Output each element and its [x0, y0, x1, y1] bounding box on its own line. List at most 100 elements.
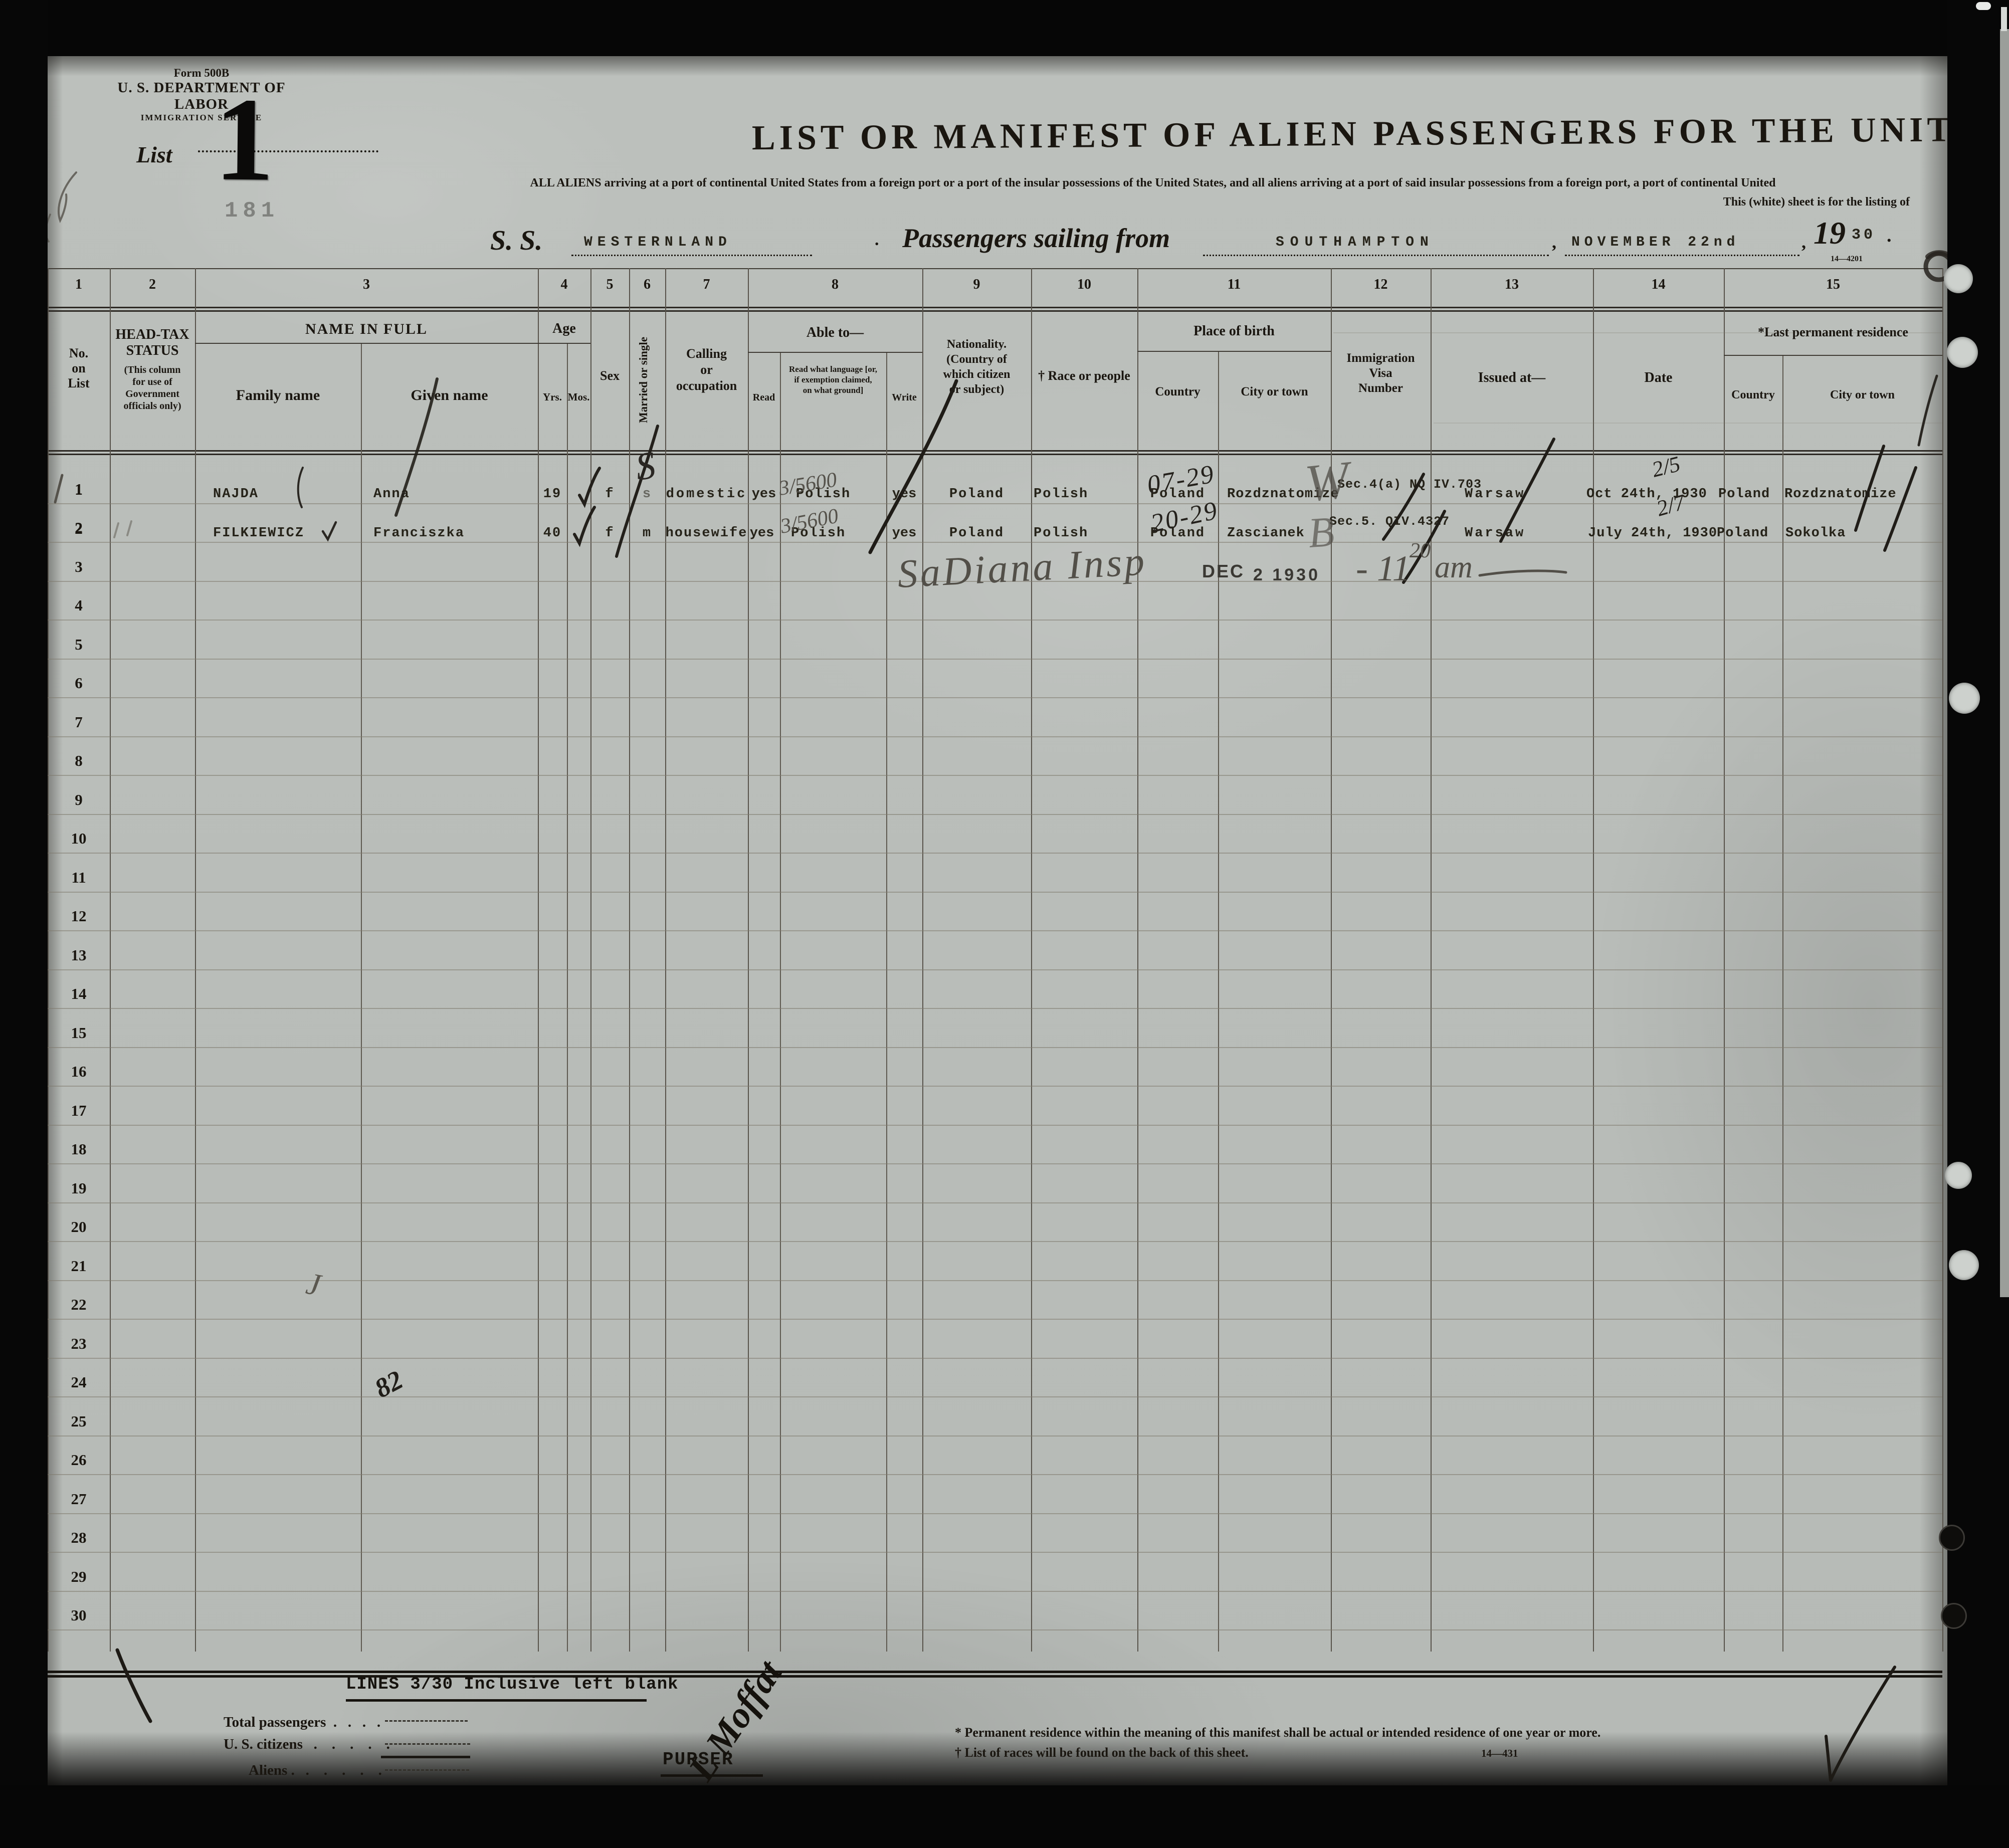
col-visa-number: Immigration Visa Number — [1346, 351, 1415, 395]
table-row-number: 13 — [71, 946, 87, 964]
column-number: 14 — [1651, 277, 1666, 292]
row-no: 2 — [75, 519, 83, 537]
table-column-line — [748, 268, 749, 1652]
birth-city: Zascianek — [1227, 526, 1305, 541]
table-rule — [748, 352, 922, 353]
punch-hole — [1947, 337, 1978, 368]
col-ableto-title: Able to— — [806, 325, 864, 340]
table-rule — [48, 1552, 1942, 1553]
table-rule — [48, 1280, 1942, 1281]
col-read-language: Read what language [or, if exemption cla… — [789, 364, 877, 395]
punch-hole — [1944, 264, 1973, 293]
table-row-number: 11 — [71, 868, 86, 886]
column-number: 7 — [703, 277, 710, 292]
total-passengers-line — [385, 1720, 468, 1722]
table-row-number: 23 — [71, 1334, 87, 1352]
col-residence-title: *Last permanent residence — [1758, 325, 1908, 339]
table-column-line — [629, 268, 630, 1652]
col-nationality: Nationality. (Country of which citizen o… — [943, 338, 1011, 396]
column-number: 15 — [1826, 277, 1840, 292]
table-row-number: 3 — [75, 557, 83, 575]
birth-country: Poland — [1150, 487, 1206, 502]
col-birth-city: City or town — [1241, 385, 1308, 398]
col-calling: Calling or occupation — [676, 346, 737, 393]
table-row-number: 6 — [75, 674, 83, 692]
table-rule — [48, 1202, 1942, 1203]
service-name: IMMIGRATION SERVICE — [140, 113, 263, 122]
table-column-line — [780, 352, 781, 1652]
calling: domestic — [666, 487, 747, 502]
table-rule — [1434, 423, 1942, 424]
table-rule — [48, 813, 1942, 815]
column-number: 5 — [606, 277, 614, 292]
sex: f — [605, 526, 615, 541]
table-rule — [48, 580, 1942, 582]
col-no-on-list: No. on List — [68, 346, 90, 390]
purser-underline — [661, 1774, 763, 1777]
table-rule — [48, 1357, 1942, 1359]
department-name: U. S. DEPARTMENT OF LABOR — [117, 80, 286, 112]
corner-artifact — [1976, 2, 1991, 10]
table-rule — [1333, 332, 1942, 333]
table-row-number: 24 — [71, 1373, 87, 1391]
table-row-number: 4 — [75, 596, 83, 614]
list-number-stamp: 1 — [214, 73, 275, 206]
visa-date: July 24th, 1930 — [1588, 526, 1718, 541]
table-column-line — [48, 268, 49, 1652]
bottom-black-band — [0, 1785, 2009, 1848]
ss-period: . — [875, 231, 879, 249]
residence-city: Sokolka — [1785, 526, 1846, 541]
table-rule — [48, 1629, 1942, 1630]
issued-at: Warsaw — [1465, 526, 1526, 541]
table-rule — [48, 658, 1942, 660]
punch-hole-dark — [1939, 1525, 1965, 1551]
table-row-number: 26 — [71, 1451, 87, 1469]
table-column-line — [886, 352, 887, 1652]
calling: housewife — [665, 526, 748, 541]
married-single: m — [642, 526, 652, 541]
col-headtax-subtitle: (This column for use of Government offic… — [123, 364, 181, 412]
table-row-number: 12 — [71, 907, 87, 925]
sailing-from-label: Passengers sailing from — [902, 223, 1170, 253]
table-column-line — [567, 343, 568, 1652]
column-number: 8 — [832, 277, 839, 292]
table-row-number: 2 — [75, 519, 83, 536]
col-age-yrs: Yrs. — [543, 391, 562, 403]
table-rule — [48, 1008, 1942, 1009]
column-number: 11 — [1227, 277, 1241, 292]
col-name-title: NAME IN FULL — [305, 321, 428, 337]
list-dotted-line — [198, 150, 378, 152]
table-rule — [48, 268, 1942, 269]
table-row-number: 1 — [75, 480, 83, 498]
col-headtax-title: HEAD-TAX STATUS — [115, 327, 189, 358]
table-rule — [48, 1513, 1942, 1514]
table-rule — [1137, 351, 1331, 352]
form-number: Form 500B — [173, 67, 230, 79]
birth-city: Rozdznatomize — [1227, 487, 1339, 502]
table-rule — [48, 930, 1942, 931]
table-row-number: 18 — [71, 1140, 87, 1158]
col-age-title: Age — [552, 321, 576, 336]
table-rule — [48, 775, 1942, 776]
read: yes — [751, 487, 776, 502]
col-race: † Race or people — [1038, 368, 1130, 383]
right-edge-strip — [2000, 29, 2009, 1297]
table-column-line — [538, 268, 539, 1652]
sex: f — [605, 487, 615, 502]
column-number: 2 — [149, 277, 156, 292]
table-row-number: 16 — [71, 1063, 87, 1080]
table-rule — [48, 1241, 1942, 1242]
write: yes — [892, 487, 917, 502]
table-rule — [48, 1590, 1942, 1592]
given-name: Franciszka — [373, 526, 465, 541]
top-black-band — [0, 0, 2009, 56]
left-edge-shadow — [48, 56, 63, 1785]
date-line — [1565, 255, 1799, 256]
comma: , — [1552, 232, 1556, 252]
comma2: , — [1801, 232, 1806, 252]
table-row-number: 8 — [75, 752, 83, 769]
table-rule — [48, 1675, 1942, 1678]
column-number: 3 — [363, 277, 370, 292]
print-code-bottom: 14—431 — [1481, 1747, 1518, 1759]
